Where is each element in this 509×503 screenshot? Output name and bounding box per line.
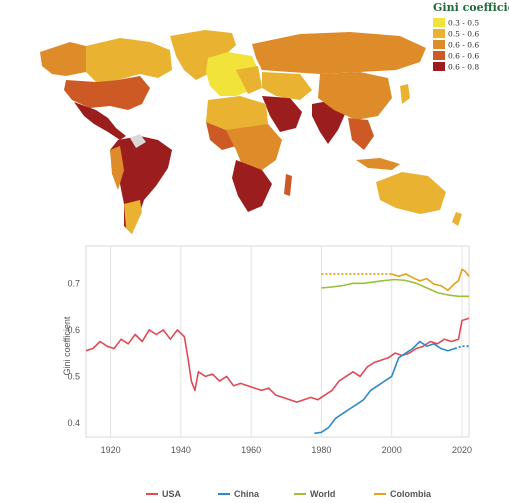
x-tick-label-2: 1960 [241, 445, 261, 455]
region-africa-north [206, 96, 268, 130]
region-south-america-south [124, 200, 142, 234]
region-australia [376, 172, 446, 214]
legend-label-1: 0.5 - 0.6 [448, 30, 479, 39]
region-new-zealand [452, 212, 462, 226]
x-tick-label-5: 2020 [452, 445, 472, 455]
region-se-asia [348, 118, 374, 150]
region-japan [400, 84, 410, 104]
region-alaska [40, 42, 86, 76]
series-usa-line [85, 317, 470, 403]
legend-label-world: World [310, 489, 335, 499]
region-no-data [130, 134, 146, 148]
series-china-projected [454, 345, 469, 350]
region-madagascar [284, 174, 292, 196]
region-usa [64, 76, 150, 110]
legend-swatch-3 [433, 51, 445, 60]
legend-label-usa: USA [162, 489, 182, 499]
region-central-america [74, 102, 126, 140]
x-tick-label-0: 1920 [101, 445, 121, 455]
region-middle-east [262, 96, 302, 132]
legend-label-2: 0.6 - 0.6 [448, 41, 479, 50]
legend-label-3: 0.6 - 0.6 [448, 52, 479, 61]
series-china-line [314, 340, 456, 435]
y-tick-label-0: 0.4 [67, 418, 80, 428]
x-tick-label-1: 1940 [171, 445, 191, 455]
region-central-asia [262, 72, 312, 100]
region-africa-west [206, 122, 236, 150]
legend-title: Gini coefficient [433, 1, 509, 14]
legend-swatch-0 [433, 18, 445, 27]
region-china [318, 72, 392, 120]
x-tick-label-4: 2000 [382, 445, 402, 455]
y-tick-label-2: 0.6 [67, 325, 80, 335]
legend-label-0: 0.3 - 0.5 [448, 19, 479, 28]
x-tick-label-3: 1980 [311, 445, 331, 455]
region-africa-central [226, 124, 282, 170]
y-tick-label-3: 0.7 [67, 278, 80, 288]
legend-swatch-4 [433, 62, 445, 71]
series-world-line [321, 278, 469, 298]
legend-label-china: China [234, 489, 260, 499]
legend-swatch-1 [433, 29, 445, 38]
legend-swatch-2 [433, 40, 445, 49]
region-greenland [170, 30, 236, 80]
region-africa-south [232, 160, 272, 212]
line-chart: Gini coefficient 0.4 0.5 0.6 0.7 1920 1940 19… [62, 245, 472, 499]
region-indonesia [356, 158, 400, 170]
series-colombia-line [391, 268, 470, 292]
region-canada [86, 38, 172, 82]
legend-label-4: 0.6 - 0.8 [448, 63, 479, 72]
region-europe-east [236, 66, 262, 94]
map-legend: Gini coefficient 0.3 - 0.5 0.5 - 0.6 0.6 -… [433, 1, 509, 72]
y-axis-label: Gini coefficient [62, 316, 72, 375]
map-continents [40, 30, 462, 234]
plot-area [85, 245, 470, 438]
legend-label-colombia: Colombia [390, 489, 432, 499]
region-south-america-west [110, 146, 124, 190]
region-russia [252, 32, 426, 74]
world-map: Gini coefficient 0.3 - 0.5 0.5 - 0.6 0.6 -… [40, 1, 509, 234]
y-tick-label-1: 0.5 [67, 371, 80, 381]
